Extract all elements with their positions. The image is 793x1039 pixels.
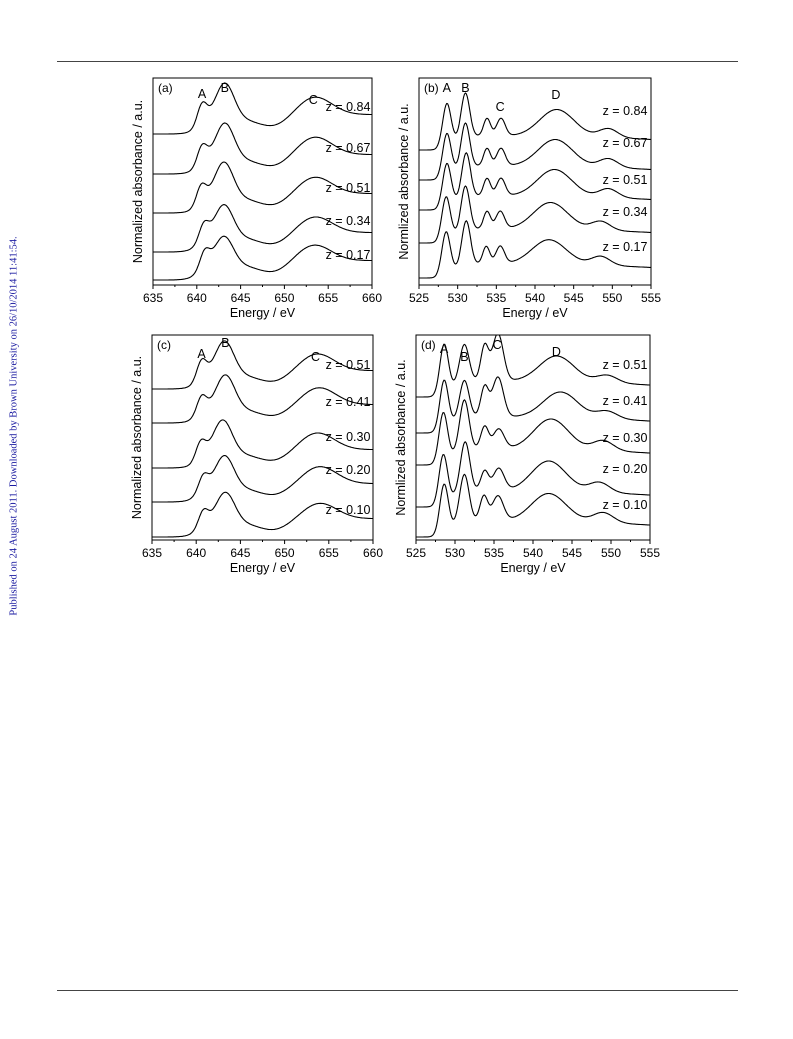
series-label: z = 0.10	[326, 503, 371, 517]
peak-label-c: C	[309, 93, 318, 107]
spectrum-line	[152, 340, 373, 390]
x-tick-label: 635	[142, 546, 162, 560]
chart-panel-a: 635 640 645 650 655 660 Energy / eV Normalized …	[131, 77, 382, 320]
x-tick-label: 545	[562, 546, 582, 560]
peak-label-b: B	[460, 350, 468, 364]
peak-label-a: A	[443, 81, 452, 95]
x-tick-label: 655	[318, 291, 338, 305]
peak-label-a: A	[440, 342, 449, 356]
x-tick-label: 640	[186, 546, 206, 560]
series-label: z = 0.34	[326, 214, 371, 228]
series-label: z = 0.30	[603, 431, 648, 445]
spectrum-line	[153, 204, 372, 253]
panel-label: (d)	[421, 338, 436, 352]
x-tick-label: 545	[564, 291, 584, 305]
spectrum-line	[153, 122, 372, 175]
series-label: z = 0.84	[326, 100, 371, 114]
spectrum-line	[419, 185, 651, 244]
top-rule	[57, 61, 738, 62]
x-tick-label: 650	[275, 546, 295, 560]
x-axis-label: Energy / eV	[500, 561, 566, 575]
y-axis-label: Normalized absorbance / a.u.	[131, 100, 145, 263]
spectrum-line	[416, 441, 650, 508]
series-label: z = 0.51	[603, 358, 648, 372]
x-axis-label: Energy / eV	[502, 306, 568, 320]
x-tick-label: 655	[319, 546, 339, 560]
series-label: z = 0.84	[603, 104, 648, 118]
x-tick-label: 645	[231, 291, 251, 305]
series-label: z = 0.20	[326, 463, 371, 477]
peak-label-a: A	[198, 87, 207, 101]
peak-label-d: D	[552, 345, 561, 359]
spectrum-line	[416, 335, 650, 398]
x-tick-label: 650	[274, 291, 294, 305]
x-tick-label: 550	[602, 291, 622, 305]
x-tick-label: 645	[230, 546, 250, 560]
panel-label: (a)	[158, 81, 173, 95]
x-tick-label: 540	[523, 546, 543, 560]
y-axis-label: Normalized absorbance / a.u.	[130, 356, 144, 519]
bottom-rule	[57, 990, 738, 991]
y-axis-label: Normlized absorbance / a.u.	[394, 359, 408, 515]
spectrum-line	[419, 92, 651, 151]
x-tick-label: 550	[601, 546, 621, 560]
chart-panel-d: 525 530 535 540 545 550 555 Energy / eV Normlize…	[394, 334, 660, 575]
series-label: z = 0.17	[603, 240, 648, 254]
x-tick-label: 530	[445, 546, 465, 560]
series-label: z = 0.51	[326, 181, 371, 195]
spectrum-line	[152, 455, 373, 503]
x-tick-label: 640	[187, 291, 207, 305]
spectrum-line	[416, 399, 650, 466]
peak-label-c: C	[496, 100, 505, 114]
x-tick-label: 535	[486, 291, 506, 305]
series-label: z = 0.51	[603, 173, 648, 187]
spectrum-line	[152, 419, 373, 469]
series-label: z = 0.41	[326, 395, 371, 409]
peak-label-b: B	[221, 81, 229, 95]
y-axis-label: Normlized absorbance / a.u.	[397, 103, 411, 259]
x-tick-label: 555	[641, 291, 661, 305]
x-tick-label: 555	[640, 546, 660, 560]
spectrum-line	[153, 235, 372, 281]
series-label: z = 0.20	[603, 462, 648, 476]
x-tick-label: 535	[484, 546, 504, 560]
spectrum-line	[419, 219, 651, 279]
peak-label-b: B	[461, 81, 469, 95]
x-tick-label: 525	[406, 546, 426, 560]
peak-label-d: D	[551, 88, 560, 102]
series-label: z = 0.17	[326, 248, 371, 262]
series-label: z = 0.34	[603, 205, 648, 219]
chart-panel-b: 525 530 535 540 545 550 555 Energy / eV Normlize…	[397, 77, 661, 320]
x-tick-label: 525	[409, 291, 429, 305]
x-axis-label: Energy / eV	[230, 561, 296, 575]
x-tick-label: 530	[448, 291, 468, 305]
peak-label-c: C	[311, 350, 320, 364]
peak-label-a: A	[197, 347, 206, 361]
series-label: z = 0.30	[326, 430, 371, 444]
series-label: z = 0.67	[603, 136, 648, 150]
x-tick-label: 540	[525, 291, 545, 305]
peak-label-b: B	[221, 336, 229, 350]
x-axis-label: Energy / eV	[230, 306, 296, 320]
x-tick-label: 660	[362, 291, 382, 305]
spectrum-line	[419, 122, 651, 181]
panel-label: (b)	[424, 81, 439, 95]
series-label: z = 0.51	[326, 358, 371, 372]
panel-label: (c)	[157, 338, 171, 352]
x-tick-label: 660	[363, 546, 383, 560]
spectrum-line	[152, 374, 373, 424]
spectrum-line	[153, 82, 372, 135]
spectrum-line	[416, 376, 650, 434]
chart-panel-c: 635 640 645 650 655 660 Energy / eV Normalized …	[130, 334, 383, 575]
series-label: z = 0.67	[326, 141, 371, 155]
spectrum-line	[419, 151, 651, 211]
spectrum-line	[152, 491, 373, 538]
series-label: z = 0.41	[603, 394, 648, 408]
spectrum-line	[416, 473, 650, 538]
spectrum-line	[153, 161, 372, 214]
series-label: z = 0.10	[603, 498, 648, 512]
peak-label-c: C	[493, 338, 502, 352]
x-tick-label: 635	[143, 291, 163, 305]
